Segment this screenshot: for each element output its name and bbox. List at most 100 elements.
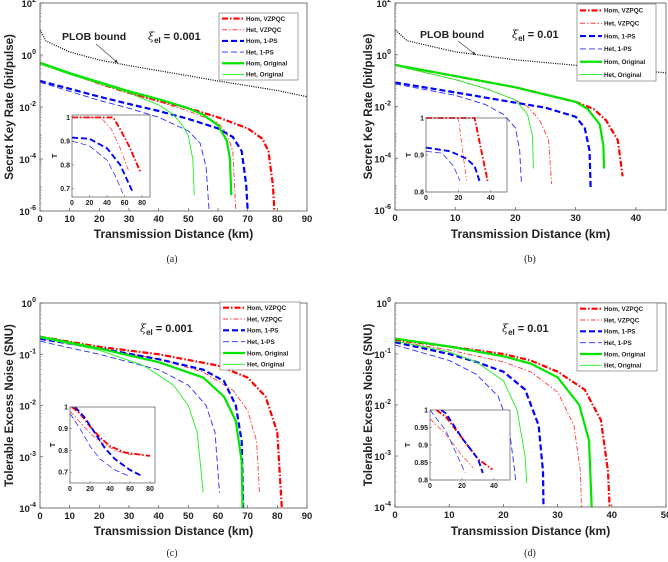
inset-y-axis-label: T bbox=[404, 152, 413, 157]
xi-el-annotation: ξel = 0.001 bbox=[148, 30, 201, 45]
inset-series-line-hom-vzpqc bbox=[435, 409, 493, 471]
legend-item: Het, VZPQC bbox=[580, 317, 640, 324]
y-tick-base: 10 bbox=[374, 503, 385, 514]
panel-caption: (b) bbox=[524, 254, 536, 265]
y-tick-label: 10-1 bbox=[19, 348, 36, 361]
y-tick-label: 10-3 bbox=[19, 451, 36, 464]
inset-y-axis-label: T bbox=[403, 442, 412, 447]
chart-panel-a: 0 10 20 30 40 50 60 70 80 9010-610-410-2100102Tra… bbox=[4, 0, 312, 265]
x-tick-label: 60 bbox=[213, 511, 224, 522]
series-line-hom-original bbox=[40, 61, 233, 196]
plob-arrow-line bbox=[95, 43, 119, 64]
inset-chart: 0 20 40 0.8 0.85 0.9 0.95 1 T bbox=[403, 408, 511, 490]
inset-y-tick-label: 0.9 bbox=[414, 153, 424, 160]
inset-y-axis-label: T bbox=[50, 153, 59, 158]
panel-caption: (c) bbox=[166, 548, 177, 559]
series-line-het-original bbox=[40, 337, 204, 493]
x-tick-label: 30 bbox=[124, 214, 135, 225]
y-tick-exponent: 2 bbox=[32, 0, 36, 4]
legend-label: Het, VZPQC bbox=[247, 316, 283, 323]
legend-item: Het, Original bbox=[580, 363, 642, 370]
x-tick-label: 10 bbox=[450, 213, 461, 224]
x-tick-label: 80 bbox=[272, 214, 283, 225]
inset-x-tick-label: 40 bbox=[103, 200, 111, 207]
y-tick-base: 10 bbox=[374, 350, 385, 361]
inset-series-line-hom-1-ps bbox=[440, 409, 484, 474]
inset-y-axis-label: T bbox=[48, 442, 57, 447]
legend-label: Het, 1-PS bbox=[604, 46, 632, 53]
y-tick-exponent: -4 bbox=[385, 152, 391, 159]
xi-subscript: el bbox=[518, 34, 525, 43]
y-tick-label: 10-3 bbox=[374, 450, 391, 463]
inset-series-line-hom-1-ps bbox=[426, 146, 481, 182]
inset-y-tick-label: 1 bbox=[424, 408, 428, 415]
y-tick-exponent: -6 bbox=[30, 205, 36, 212]
inset-chart: 0 20 40 60 80 0.7 0.8 0.9 1 T bbox=[48, 405, 156, 493]
xi-symbol: ξ bbox=[148, 30, 155, 43]
x-tick-label: 20 bbox=[94, 511, 105, 522]
inset-y-tick-label: 1 bbox=[420, 116, 424, 123]
y-tick-base: 10 bbox=[19, 350, 30, 361]
legend-item: Hom, VZPQC bbox=[580, 306, 644, 313]
y-tick-exponent: -1 bbox=[30, 348, 36, 355]
legend-label: Het, Original bbox=[247, 362, 285, 369]
x-tick-label: 0 bbox=[37, 511, 42, 522]
legend-item: Hom, VZPQC bbox=[223, 305, 287, 312]
x-tick-label: 0 bbox=[392, 510, 397, 521]
x-tick-label: 20 bbox=[510, 213, 521, 224]
legend-label: Het, VZPQC bbox=[604, 21, 640, 28]
y-tick-label: 10-4 bbox=[19, 502, 36, 515]
series-group bbox=[395, 337, 611, 507]
panel-caption: (d) bbox=[524, 548, 536, 559]
legend-item: Hom, Original bbox=[222, 61, 288, 68]
legend-label: Hom, Original bbox=[604, 351, 646, 358]
xi-value: = 0.001 bbox=[153, 323, 193, 335]
legend-item: Hom, Original bbox=[223, 350, 289, 357]
inset-x-tick-label: 40 bbox=[487, 195, 495, 202]
plob-arrow-head-icon bbox=[114, 59, 118, 63]
xi-subscript: el bbox=[146, 328, 153, 337]
y-tick-label: 10-2 bbox=[374, 101, 391, 114]
legend-item: Hom, 1-PS bbox=[580, 329, 636, 336]
y-tick-base: 10 bbox=[19, 155, 30, 166]
legend-item: Hom, 1-PS bbox=[580, 33, 636, 40]
inset-y-tick-label: 0.7 bbox=[60, 186, 70, 193]
y-tick-base: 10 bbox=[19, 103, 30, 114]
inset-series-line-hom-1-ps bbox=[74, 406, 144, 478]
legend-item: Het, VZPQC bbox=[223, 316, 283, 323]
y-tick-label: 100 bbox=[377, 297, 392, 310]
inset-series-line-het-1-ps bbox=[72, 140, 124, 194]
inset-series-group bbox=[430, 409, 493, 474]
x-tick-label: 50 bbox=[183, 511, 194, 522]
x-axis-label: Transmission Distance (km) bbox=[94, 524, 253, 538]
y-tick-label: 10-4 bbox=[374, 152, 391, 165]
series-line-hom-1-ps bbox=[40, 79, 249, 211]
legend-item: Hom, 1-PS bbox=[223, 328, 279, 335]
x-tick-label: 40 bbox=[153, 511, 164, 522]
legend-item: Hom, VZPQC bbox=[222, 16, 286, 23]
inset-x-tick-label: 40 bbox=[490, 483, 498, 490]
x-tick-label: 20 bbox=[498, 510, 509, 521]
inset-background bbox=[430, 410, 510, 480]
inset-x-tick-label: 0 bbox=[68, 486, 72, 493]
legend-label: Hom, Original bbox=[246, 61, 288, 68]
series-group bbox=[40, 29, 307, 211]
inset-y-tick-label: 0.85 bbox=[414, 460, 428, 467]
y-tick-base: 10 bbox=[377, 299, 388, 310]
legend-label: Hom, 1-PS bbox=[604, 33, 636, 40]
y-tick-base: 10 bbox=[374, 103, 385, 114]
inset-y-tick-label: 0.95 bbox=[414, 425, 428, 432]
legend-item: Het, 1-PS bbox=[580, 46, 632, 53]
series-line-hom-vzpqc bbox=[40, 335, 283, 508]
x-tick-label: 10 bbox=[444, 510, 455, 521]
series-line-hom-1-ps bbox=[395, 341, 545, 507]
xi-symbol: ξ bbox=[512, 28, 519, 41]
inset-x-tick-label: 20 bbox=[458, 483, 466, 490]
inset-x-tick-label: 20 bbox=[455, 195, 463, 202]
inset-x-tick-label: 80 bbox=[138, 200, 146, 207]
y-tick-exponent: -4 bbox=[385, 501, 391, 508]
inset-y-tick-label: 0.9 bbox=[418, 443, 428, 450]
series-group bbox=[40, 335, 283, 508]
xi-el-annotation: ξel = 0.01 bbox=[512, 28, 559, 43]
plob-bound-label: PLOB bound bbox=[420, 29, 484, 41]
